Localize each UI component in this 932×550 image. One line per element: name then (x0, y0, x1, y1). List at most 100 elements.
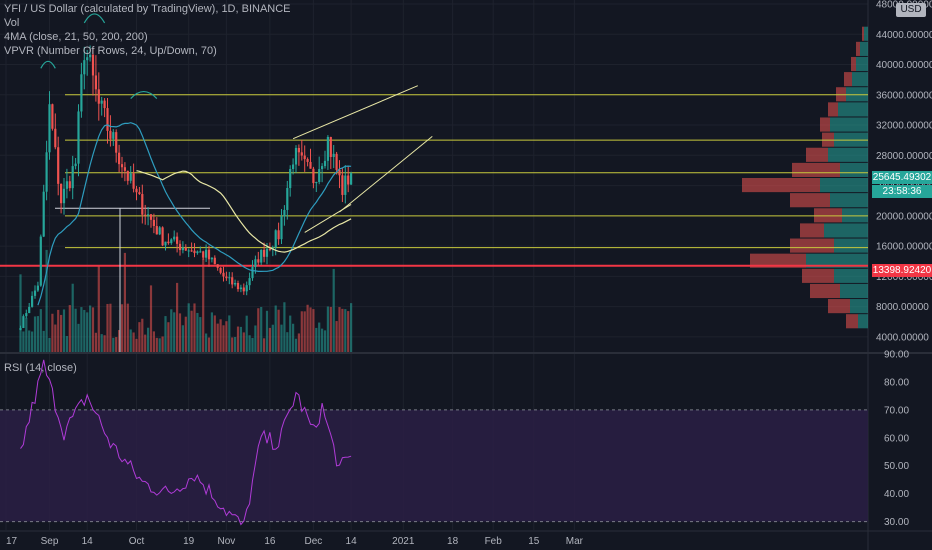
volume-bar (39, 309, 42, 352)
candle-body (39, 236, 42, 286)
volume-bar (251, 338, 254, 352)
volume-bar (318, 322, 321, 352)
volume-bar (97, 265, 100, 352)
volume-legend[interactable]: Vol (4, 17, 20, 29)
vpvr-down (822, 132, 834, 147)
candle-body (315, 181, 318, 184)
volume-bar (77, 323, 80, 352)
support-price-tag: 13398.92420 (872, 264, 932, 277)
volume-bar (173, 312, 176, 352)
candle-body (202, 251, 205, 258)
volume-bar (19, 274, 22, 352)
volume-bar (94, 332, 97, 352)
candle-body (94, 75, 97, 90)
candle-body (260, 249, 263, 263)
candle-body (239, 287, 242, 290)
volume-bar (129, 329, 132, 352)
candle-body (89, 54, 92, 58)
candle-body (45, 152, 48, 192)
candle-body (219, 267, 222, 273)
candle-body (312, 168, 315, 184)
vpvr-down (800, 223, 824, 238)
candle-body (170, 239, 173, 244)
vpvr-up (824, 223, 868, 238)
candle-body (184, 247, 187, 251)
volume-bar (292, 323, 295, 352)
volume-bar (323, 330, 327, 352)
trend-line-upper (292, 85, 418, 140)
candle-body (280, 216, 283, 240)
vpvr-up (858, 314, 868, 329)
volume-bar (315, 327, 318, 352)
time-tick-label: Dec (305, 536, 323, 547)
volume-bar (86, 312, 89, 352)
volume-bar (213, 315, 216, 352)
trend-line-lower (339, 136, 433, 213)
candle-body (332, 153, 335, 158)
volume-bar (170, 309, 173, 352)
volume-bar (274, 305, 277, 352)
volume-bar (62, 309, 66, 352)
candle-body (245, 285, 248, 292)
volume-bar (245, 315, 248, 352)
candle-body (144, 214, 147, 216)
candle-body (318, 169, 321, 182)
volume-bar (132, 332, 135, 352)
vpvr-up (820, 178, 868, 193)
candle-body (167, 241, 170, 244)
vpvr-down (851, 56, 856, 72)
candle-body (283, 209, 286, 217)
candle-body (31, 295, 34, 307)
candle-body (297, 147, 300, 153)
volume-bar (126, 303, 129, 352)
price-tick-label: 4000.00000 (876, 332, 929, 343)
ma-21-line (37, 122, 352, 306)
ma-legend[interactable]: 4MA (close, 21, 50, 200, 200) (4, 31, 148, 43)
time-tick-label: 2021 (392, 536, 415, 547)
volume-bar (297, 333, 300, 352)
volume-bar (22, 331, 25, 352)
trend-drawings (37, 13, 433, 306)
symbol-legend[interactable]: YFI / US Dollar (calculated by TradingVi… (4, 3, 291, 15)
vpvr-up (806, 253, 868, 268)
volume-bar (257, 308, 260, 352)
price-tick-label: 8000.00000 (876, 302, 929, 313)
volume-bar (54, 324, 57, 352)
rsi-legend[interactable]: RSI (14, close) (4, 362, 77, 374)
time-axis[interactable]: 17 Sep 14 Oct 19 Nov 16 Dec 14 2021 18 Feb 15 Mar (6, 536, 584, 547)
candle-body (51, 104, 54, 129)
volume-bar (60, 314, 63, 352)
volume-bar (294, 338, 298, 352)
currency-badge[interactable]: USD (896, 3, 926, 17)
volume-bar (28, 330, 31, 352)
volume-bar (80, 307, 83, 352)
vpvr-down (742, 178, 820, 193)
vpvr-legend[interactable]: VPVR (Number Of Rows, 24, Up/Down, 70) (4, 45, 217, 57)
candle-body (149, 214, 153, 220)
price-tick-label: 28000.00000 (876, 151, 932, 162)
candle-body (155, 225, 158, 235)
candle-body (236, 282, 240, 290)
candle-body (294, 147, 298, 165)
volume-bar (280, 324, 283, 352)
volume-bar (338, 307, 341, 352)
vpvr-down (820, 117, 830, 132)
volume-bar (144, 334, 147, 352)
candle-body (178, 243, 182, 251)
volume-bar (344, 309, 347, 352)
volume-bar (135, 338, 138, 352)
candle-body (248, 278, 251, 286)
last-price-tag: 25645.49302 (872, 171, 932, 184)
volume-bar (161, 336, 164, 352)
candle-body (199, 251, 202, 253)
vpvr-down (844, 72, 852, 87)
volume-bar (83, 309, 86, 352)
rsi-pane (0, 359, 868, 526)
candle-body (19, 328, 22, 330)
rsi-line (20, 359, 352, 526)
volume-bar (202, 258, 205, 352)
vpvr-up (830, 117, 868, 132)
candle-body (344, 175, 347, 195)
candle-body (48, 104, 51, 153)
